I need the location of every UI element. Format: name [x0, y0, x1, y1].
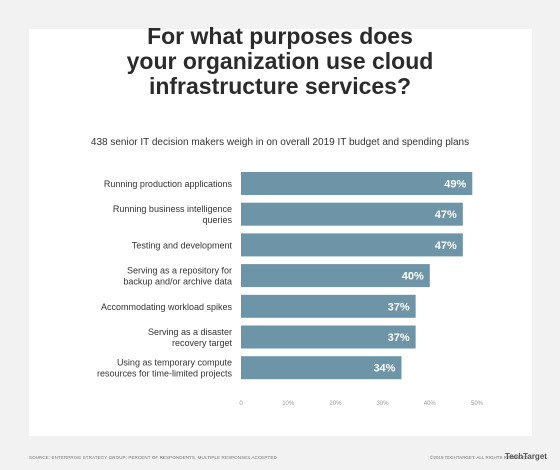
category-label: Accommodating workload spikes	[101, 302, 233, 312]
x-tick-label: 10%	[282, 401, 295, 407]
category-label: resources for time-limited projects	[97, 369, 233, 379]
bar-value-label: 49%	[444, 179, 466, 191]
bar-value-label: 40%	[402, 271, 424, 283]
bar	[241, 202, 463, 226]
x-tick-label: 30%	[377, 401, 390, 407]
bar-value-label: 37%	[388, 332, 410, 344]
bar	[241, 294, 416, 318]
bar	[241, 233, 463, 257]
category-label: recovery target	[172, 338, 233, 348]
bar	[241, 325, 416, 349]
title-line-3: infrastructure services?	[148, 73, 412, 99]
bar-value-label: 37%	[388, 301, 410, 313]
title-line-2: your organization use cloud	[126, 48, 434, 74]
bar-value-label: 47%	[435, 240, 457, 252]
bar	[241, 264, 430, 288]
x-tick-label: 50%	[471, 401, 484, 407]
bar	[241, 356, 402, 380]
bar	[241, 172, 473, 195]
category-label: Using as temporary compute	[117, 358, 232, 368]
title-line-1: For what purposes does	[147, 23, 413, 49]
category-label: Running business intelligence	[113, 204, 232, 214]
bar-value-label: 47%	[435, 209, 457, 221]
brand-logo: TechTarget	[505, 452, 547, 461]
bar-value-label: 34%	[373, 363, 395, 375]
category-label: Serving as a disaster	[148, 327, 232, 337]
source-note: SOURCE: ENTERPRISE STRATEGY GROUP; PERCE…	[29, 455, 277, 460]
category-label: queries	[202, 215, 232, 225]
x-tick-label: 0	[239, 401, 243, 407]
category-label: Serving as a repository for	[127, 266, 232, 276]
chart-subtitle: 438 senior IT decision makers weigh in o…	[90, 137, 470, 148]
copyright-note: ©2019 TECHTARGET. ALL RIGHTS RESERVED	[430, 455, 529, 460]
x-tick-label: 20%	[329, 401, 342, 407]
category-label: backup and/or archive data	[123, 277, 232, 287]
chart-title: For what purposes does your organization…	[0, 24, 560, 99]
x-tick-label: 40%	[424, 401, 437, 407]
category-label: Testing and development	[132, 240, 233, 250]
category-label: Running production applications	[104, 179, 233, 189]
